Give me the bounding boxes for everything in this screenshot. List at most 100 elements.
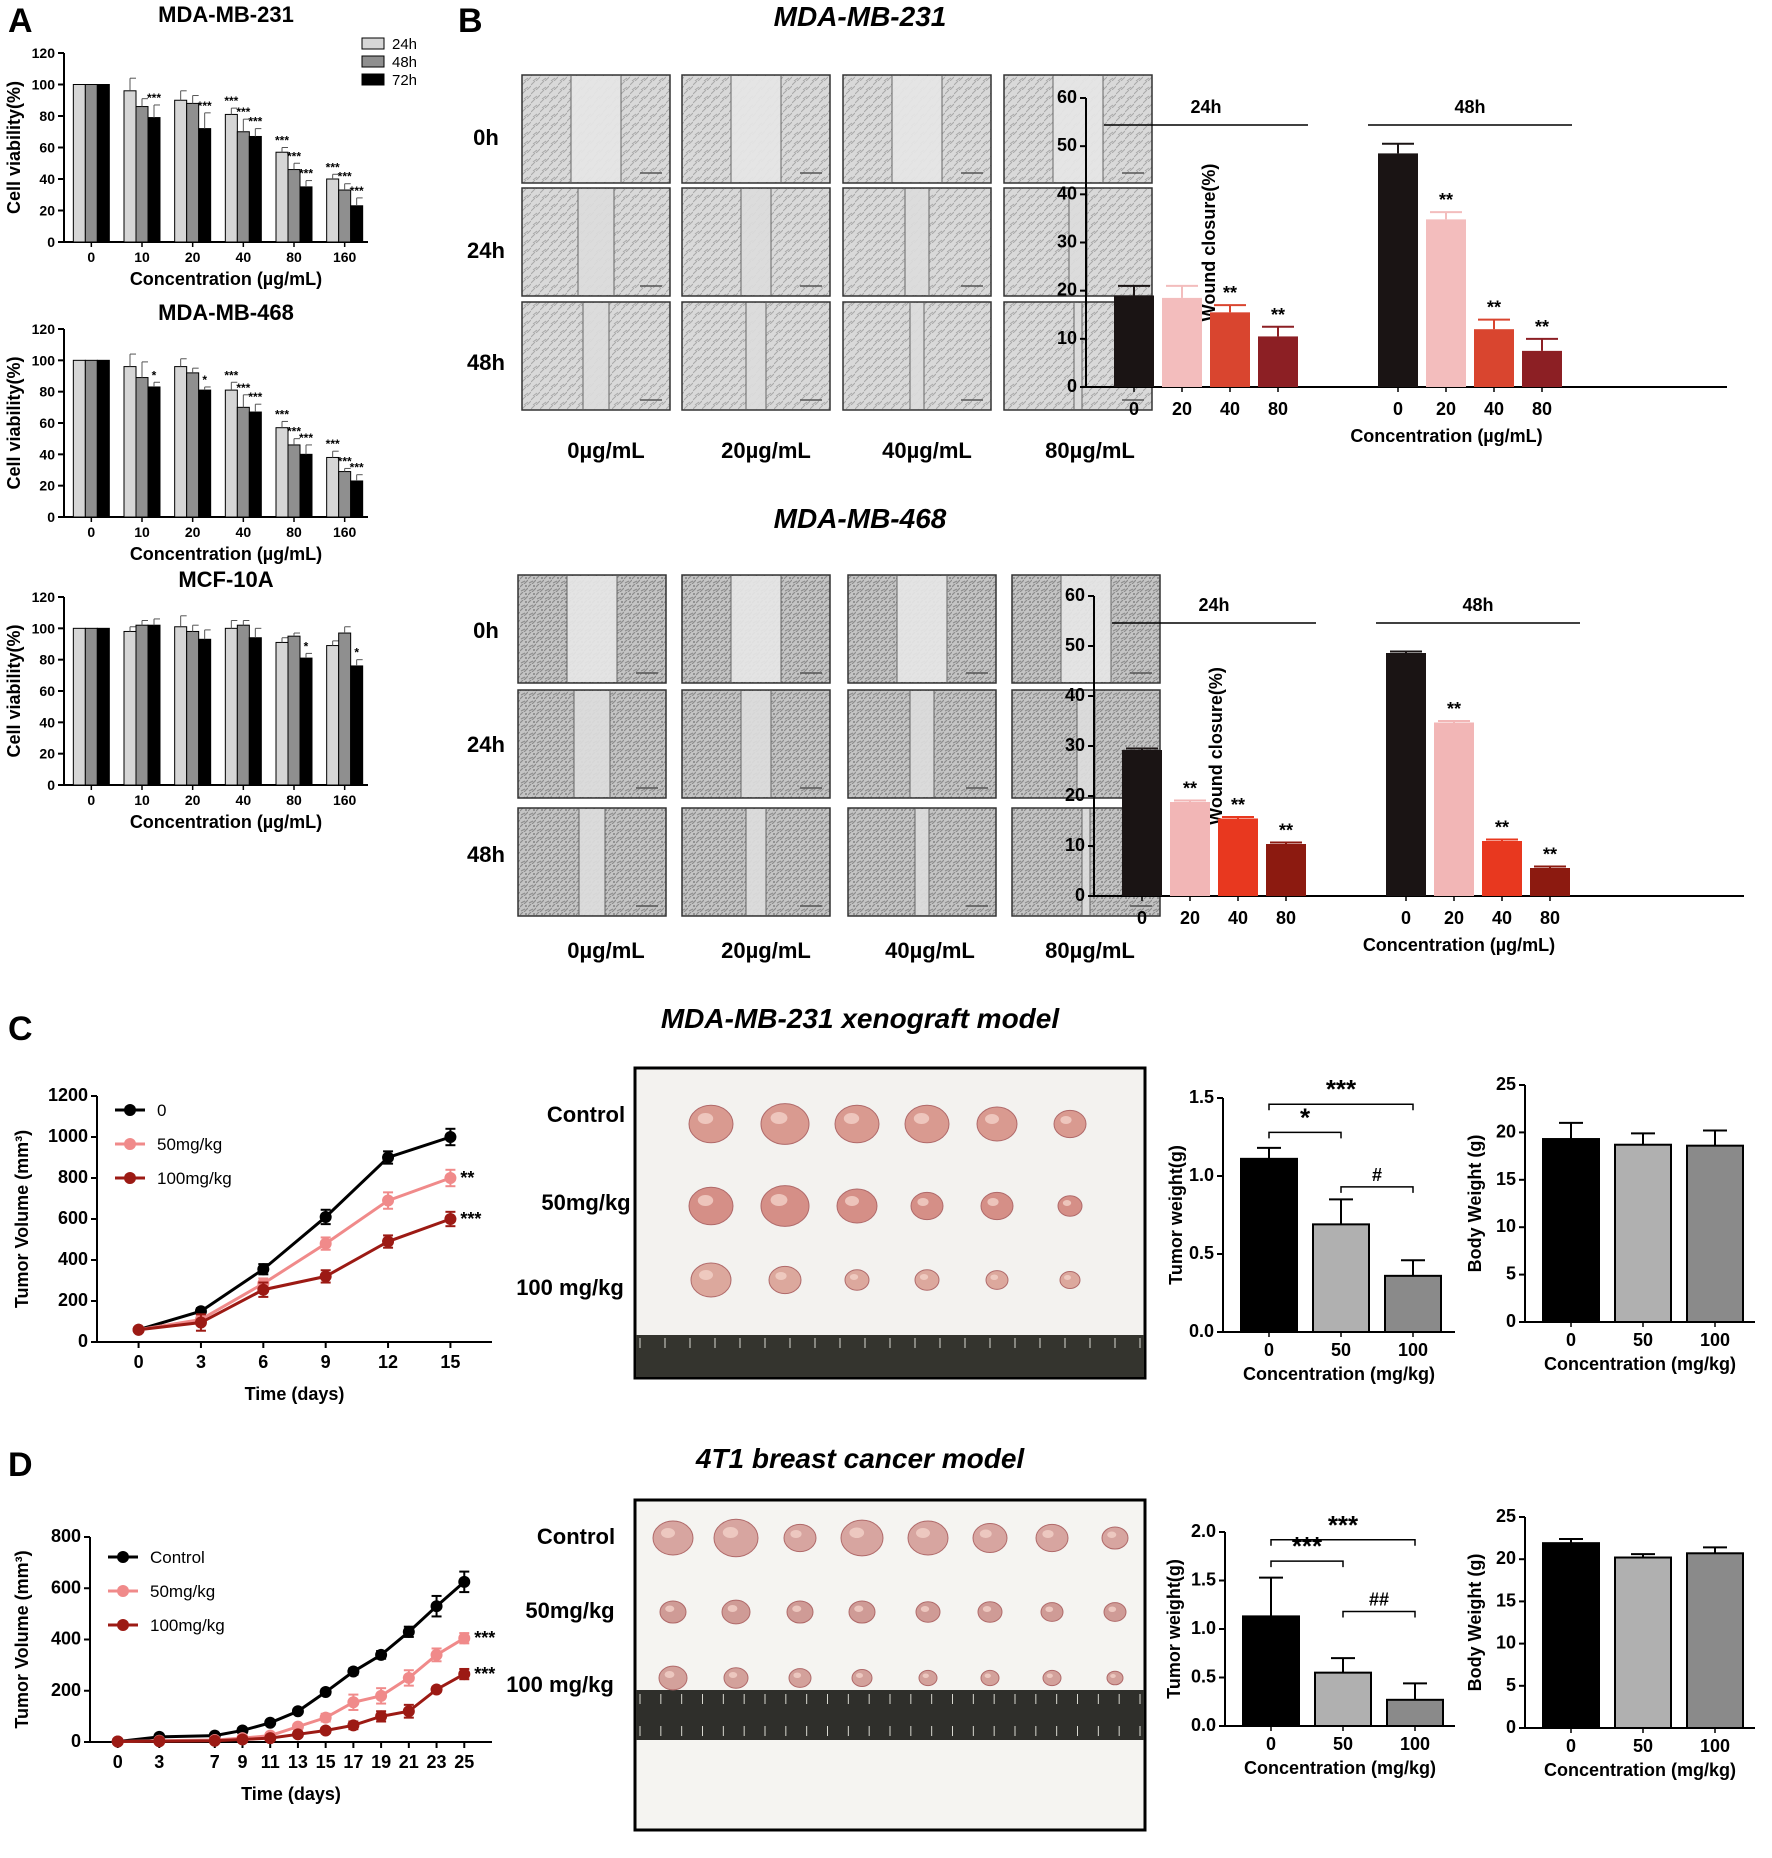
bar-48h <box>135 106 149 243</box>
bar-50 <box>1614 1143 1672 1323</box>
tumor <box>840 1519 884 1557</box>
significance-marker: * <box>202 373 207 387</box>
x-tick-label: 50 <box>1331 1340 1351 1360</box>
chart-tumor-volume-xenograft: 0 200 400 600 800 1000 1200 Tumor Volume (mm³) 0… <box>12 1085 492 1404</box>
tumor-highlight <box>984 1673 991 1678</box>
tumor-highlight <box>697 1113 714 1124</box>
row-label-48h: 48h <box>467 842 505 867</box>
x-axis-label: Concentration (mg/kg) <box>1244 1758 1436 1778</box>
y-tick-label: 2.0 <box>1191 1521 1216 1541</box>
legend-swatch-72h <box>361 73 385 86</box>
y-tick-label: 30 <box>1057 232 1077 252</box>
x-tick-label: 50 <box>1633 1330 1653 1350</box>
y-tick-label: 60 <box>1057 87 1077 107</box>
x-tick-label: 0 <box>87 249 95 265</box>
y-tick-label: 100 <box>32 352 56 368</box>
column-label-0: 0µg/mL <box>567 438 644 463</box>
tumor <box>844 1269 870 1291</box>
bar-72h <box>198 638 212 786</box>
bar-48h <box>287 635 301 786</box>
bar-40 <box>1210 312 1250 387</box>
bar-0 <box>1242 1615 1300 1728</box>
x-tick-label: 12 <box>378 1352 398 1372</box>
bar-72h <box>299 186 313 243</box>
tumor <box>760 1103 810 1145</box>
y-tick-label: 200 <box>58 1290 88 1310</box>
significance-bracket <box>1268 1131 1342 1139</box>
y-tick-label: 20 <box>39 746 55 762</box>
tumor <box>1042 1669 1062 1687</box>
data-point <box>444 1131 457 1143</box>
scratch-wound-gap <box>571 76 621 182</box>
legend-marker <box>117 1619 129 1631</box>
tumor <box>652 1520 694 1556</box>
significance-marker: ## <box>1369 1590 1389 1610</box>
x-tick-label: 0 <box>1401 908 1411 928</box>
tumor <box>788 1668 812 1688</box>
y-tick-label: 1.5 <box>1189 1087 1214 1107</box>
bar-50 <box>1314 1671 1372 1728</box>
tumor-highlight <box>1108 1606 1117 1612</box>
tumor <box>985 1270 1009 1290</box>
x-tick-label: 21 <box>399 1752 419 1772</box>
row-label-24h: 24h <box>467 732 505 757</box>
x-tick-label: 0 <box>1266 1734 1276 1754</box>
tumor-highlight <box>990 1274 999 1280</box>
series-line-50mg/kg <box>117 1636 466 1743</box>
y-tick-label: 20 <box>1065 785 1085 805</box>
significance-marker: *** <box>299 167 313 181</box>
legend-marker <box>124 1104 136 1116</box>
bar-100 <box>1686 1552 1744 1729</box>
tumor <box>659 1600 687 1624</box>
y-tick-label: 100 <box>32 620 56 636</box>
bar-80 <box>1530 868 1570 896</box>
x-tick-label: 50 <box>1333 1734 1353 1754</box>
x-axis-label: Time (days) <box>241 1784 341 1804</box>
column-label-40: 40µg/mL <box>885 938 975 963</box>
bar-72h <box>96 84 110 243</box>
legend-label: 24h <box>392 36 417 53</box>
data-point <box>257 1283 270 1296</box>
bar-24h <box>123 366 137 518</box>
tumor <box>760 1185 810 1227</box>
bar-20 <box>1434 722 1474 896</box>
tumor-photo-xenograft <box>633 1066 1147 1380</box>
tumor-highlight <box>916 1528 930 1538</box>
row-label-48h: 48h <box>467 350 505 375</box>
significance-bracket <box>1270 1560 1344 1568</box>
panel-c-title: MDA-MB-231 xenograft model <box>661 1003 1060 1034</box>
bar-0 <box>1122 750 1162 896</box>
bar-48h <box>84 627 98 786</box>
x-tick-label: 13 <box>288 1752 308 1772</box>
y-tick-label: 120 <box>32 321 56 337</box>
bar-48h <box>338 632 352 786</box>
tumor <box>658 1665 688 1691</box>
series-line-0 <box>138 1135 451 1332</box>
data-point <box>444 1172 457 1184</box>
y-tick-label: 10 <box>1057 328 1077 348</box>
scratch-wound-gap <box>1069 189 1087 295</box>
data-point <box>194 1316 207 1329</box>
bar-48h <box>236 131 250 243</box>
chart-title: MDA-MB-468 <box>158 300 294 325</box>
tumor <box>980 1191 1014 1221</box>
x-tick-label: 100 <box>1700 1736 1730 1756</box>
bar-72h <box>248 637 262 786</box>
tumor <box>1057 1195 1083 1217</box>
data-point <box>347 1719 360 1732</box>
x-tick-label: 19 <box>371 1752 391 1772</box>
significance-marker: ** <box>1279 821 1293 841</box>
bar-0 <box>1386 653 1426 896</box>
panel-b-title-231: MDA-MB-231 <box>774 1 947 32</box>
y-tick-label: 25 <box>1496 1506 1516 1526</box>
y-tick-label: 20 <box>1057 280 1077 300</box>
significance-bracket <box>1270 1539 1416 1546</box>
bar-24h <box>275 151 289 243</box>
tumor <box>972 1523 1008 1553</box>
x-tick-label: 3 <box>154 1752 164 1772</box>
column-label-20: 20µg/mL <box>721 938 811 963</box>
y-tick-label: 1.0 <box>1189 1165 1214 1185</box>
data-point <box>402 1625 415 1638</box>
data-point <box>132 1323 145 1336</box>
bar-0 <box>1114 295 1154 387</box>
